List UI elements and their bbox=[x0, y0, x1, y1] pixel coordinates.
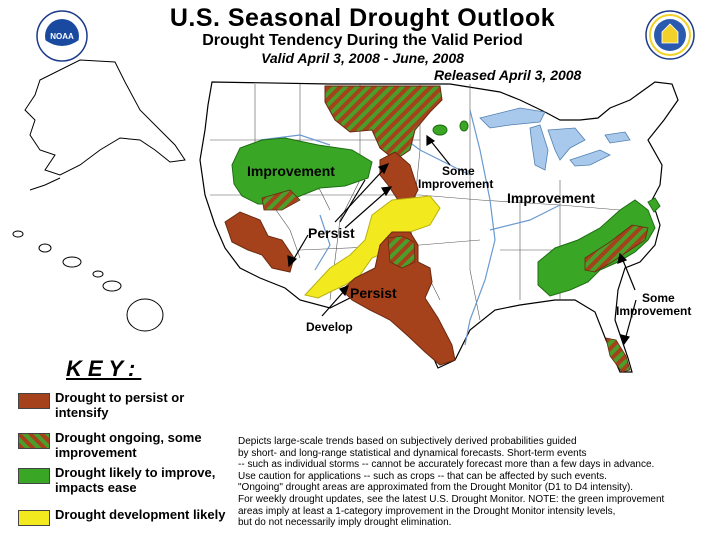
great-lakes bbox=[479, 107, 631, 171]
note-line: For weekly drought updates, see the late… bbox=[238, 493, 665, 505]
region-persist-south bbox=[341, 231, 456, 366]
note-line: but do not necessarily imply drought eli… bbox=[238, 517, 452, 529]
noaa-logo-text: NOAA bbox=[50, 32, 74, 41]
note-line: Use caution for applications -- such as … bbox=[238, 470, 607, 482]
page-subtitle: Drought Tendency During the Valid Period bbox=[202, 32, 523, 49]
label-some-north-1: Some bbox=[442, 164, 475, 178]
swatch-improve bbox=[18, 468, 50, 484]
label-improvement-nw: Improvement bbox=[247, 163, 335, 179]
note-line: Depicts large-scale trends based on subj… bbox=[238, 436, 577, 447]
swatch-persist bbox=[18, 393, 50, 409]
note-line: -- such as individual storms -- cannot b… bbox=[238, 459, 655, 471]
region-ongoing-florida bbox=[605, 337, 631, 373]
swatch-develop bbox=[18, 510, 50, 526]
release-date: Released April 3, 2008 bbox=[434, 67, 582, 83]
label-some-north-2: Improvement bbox=[418, 177, 494, 191]
key-title: KEY: bbox=[66, 356, 142, 381]
swatch-ongoing bbox=[18, 433, 50, 449]
key-label-develop: Drought development likely bbox=[55, 507, 226, 522]
noaa-logo: NOAA bbox=[36, 10, 88, 62]
region-improve-small-east bbox=[647, 197, 661, 213]
note-line: "Ongoing" drought areas are approximated… bbox=[238, 482, 634, 494]
label-arrows bbox=[287, 134, 637, 346]
note-line: areas imply at least a 1-category improv… bbox=[238, 505, 616, 517]
key-label-persist: Drought to persist or intensify bbox=[55, 390, 185, 420]
region-improvement-se bbox=[537, 199, 656, 297]
label-develop: Develop bbox=[306, 320, 353, 334]
region-improve-small-nd bbox=[432, 124, 448, 136]
region-persist-west bbox=[224, 211, 295, 273]
label-persist-west: Persist bbox=[308, 225, 355, 241]
label-improvement-se: Improvement bbox=[507, 190, 595, 206]
label-some-se-2: Improvement bbox=[616, 304, 692, 318]
region-ongoing-south bbox=[387, 235, 416, 269]
alaska-outline bbox=[24, 59, 186, 176]
region-improvement-nw bbox=[231, 137, 373, 205]
key-label-improve: Drought likely to improve, impacts ease bbox=[55, 465, 216, 495]
page-title: U.S. Seasonal Drought Outlook bbox=[169, 4, 556, 32]
region-ongoing-nw bbox=[261, 189, 301, 211]
label-some-se-1: Some bbox=[642, 291, 675, 305]
hawaii-islands bbox=[12, 230, 164, 332]
region-ongoing-se bbox=[584, 224, 649, 273]
valid-period: Valid April 3, 2008 - June, 2008 bbox=[261, 50, 464, 66]
label-persist-south: Persist bbox=[350, 285, 397, 301]
dept-commerce-seal bbox=[645, 10, 695, 60]
disclaimer-notes: Depicts large-scale trends based on subj… bbox=[238, 436, 718, 529]
key-label-ongoing: Drought ongoing, some improvement bbox=[55, 430, 202, 460]
region-develop bbox=[304, 195, 441, 299]
note-line: by short- and long-range statistical and… bbox=[238, 447, 587, 459]
region-improve-small-mt bbox=[459, 120, 469, 132]
